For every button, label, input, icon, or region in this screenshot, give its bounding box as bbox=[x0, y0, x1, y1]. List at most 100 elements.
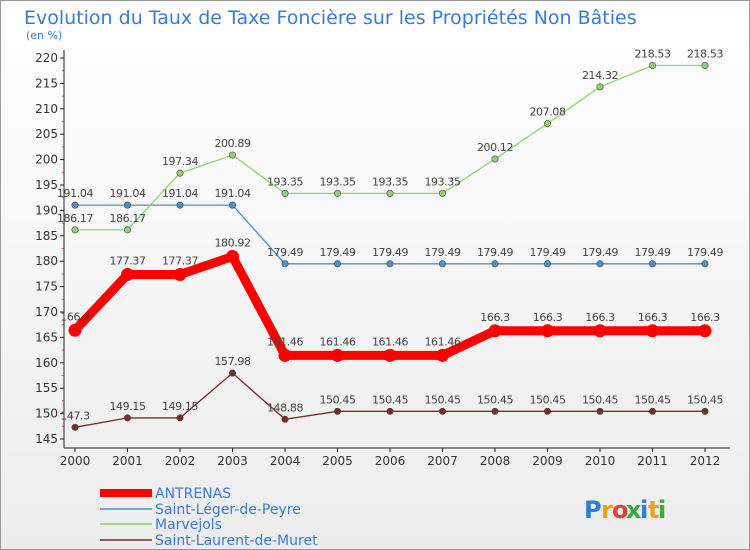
data-label: 177.37 bbox=[109, 255, 145, 268]
y-tick-label: 170 bbox=[35, 305, 58, 319]
data-point bbox=[438, 260, 446, 268]
y-tick-label: 155 bbox=[35, 381, 58, 395]
x-tick-label: 2010 bbox=[585, 454, 616, 468]
x-tick-label: 2002 bbox=[165, 454, 196, 468]
data-label: 179.49 bbox=[477, 246, 513, 259]
y-tick-label: 190 bbox=[35, 203, 58, 217]
y-tick-label: 185 bbox=[35, 229, 58, 243]
data-point bbox=[648, 407, 656, 415]
logo-letter: i bbox=[658, 496, 666, 524]
data-label: 191.04 bbox=[109, 187, 145, 200]
data-label: 161.46 bbox=[319, 335, 355, 348]
data-point bbox=[386, 189, 394, 197]
data-point bbox=[701, 61, 709, 69]
data-label: 166.3 bbox=[585, 311, 615, 324]
data-point bbox=[701, 407, 709, 415]
data-label: 191.04 bbox=[214, 187, 250, 200]
data-point bbox=[438, 189, 446, 197]
data-point bbox=[438, 407, 446, 415]
data-label: 161.46 bbox=[372, 335, 408, 348]
legend-layer: ANTRENASSaint-Léger-de-PeyreMarvejolsSai… bbox=[100, 486, 318, 549]
data-point bbox=[491, 155, 499, 163]
data-label: 207.08 bbox=[529, 106, 565, 119]
data-point bbox=[229, 369, 237, 377]
data-label: 148.88 bbox=[267, 401, 303, 414]
data-label: 186.17 bbox=[109, 212, 145, 225]
data-point bbox=[648, 61, 656, 69]
series-layer: 191.04 191.04 191.04 191.04 179.49 179.49 179.… bbox=[57, 47, 724, 431]
data-label: 179.49 bbox=[267, 246, 303, 259]
data-label: 214.32 bbox=[582, 69, 618, 82]
data-point bbox=[229, 151, 237, 159]
x-tick-label: 2000 bbox=[60, 454, 91, 468]
data-label: 150.45 bbox=[372, 393, 408, 406]
x-tick-label: 2011 bbox=[637, 454, 668, 468]
y-tick-label: 150 bbox=[35, 407, 58, 421]
data-point bbox=[278, 348, 292, 362]
y-tick-label: 165 bbox=[35, 330, 58, 344]
axes-layer: 145 150 155 160 165 170 175 180 185 190 195 200 205 2… bbox=[35, 50, 730, 468]
x-tick-label: 2008 bbox=[480, 454, 511, 468]
data-point bbox=[386, 260, 394, 268]
data-point bbox=[71, 423, 79, 431]
data-label: 157.98 bbox=[214, 355, 250, 368]
chart-title: Evolution du Taux de Taxe Foncière sur l… bbox=[24, 7, 637, 29]
data-point bbox=[229, 201, 237, 209]
data-point bbox=[436, 348, 449, 362]
logo-letter: o bbox=[612, 496, 629, 524]
data-point bbox=[701, 260, 709, 268]
data-point bbox=[124, 201, 132, 209]
data-point bbox=[491, 407, 499, 415]
data-label: 193.35 bbox=[372, 175, 408, 188]
y-tick-label: 145 bbox=[35, 432, 58, 446]
x-tick-label: 2001 bbox=[112, 454, 143, 468]
data-label: 150.45 bbox=[477, 393, 513, 406]
logo-letter: i bbox=[640, 496, 648, 524]
data-label: 177.37 bbox=[162, 255, 198, 268]
data-label: 218.53 bbox=[634, 47, 670, 60]
data-label: 193.35 bbox=[424, 175, 460, 188]
data-label: 180.92 bbox=[214, 237, 250, 250]
logo-letter: P bbox=[584, 496, 602, 524]
data-point bbox=[176, 414, 184, 422]
data-point bbox=[488, 324, 502, 338]
logo-letter: x bbox=[626, 496, 642, 524]
data-point bbox=[596, 260, 604, 268]
data-label: 179.49 bbox=[582, 246, 618, 259]
y-tick-label: 210 bbox=[35, 102, 58, 116]
data-label: 166.3 bbox=[533, 311, 563, 324]
data-label: 179.49 bbox=[319, 246, 355, 259]
logo-letter: t bbox=[648, 496, 659, 524]
data-point bbox=[541, 324, 554, 338]
x-tick-label: 2003 bbox=[217, 454, 248, 468]
data-point bbox=[331, 348, 344, 362]
data-point bbox=[543, 260, 551, 268]
data-label: 186.17 bbox=[57, 212, 93, 225]
logo-letter: r bbox=[601, 496, 613, 524]
data-label: 161.46 bbox=[424, 335, 460, 348]
data-label: 150.45 bbox=[582, 393, 618, 406]
data-label: 147.3 bbox=[60, 409, 90, 422]
data-point bbox=[333, 189, 341, 197]
data-label: 179.49 bbox=[634, 246, 670, 259]
data-label: 150.45 bbox=[687, 393, 723, 406]
data-point bbox=[596, 407, 604, 415]
data-point bbox=[71, 201, 79, 209]
data-point bbox=[281, 189, 289, 197]
data-point bbox=[124, 414, 132, 422]
data-point bbox=[71, 226, 79, 234]
data-point bbox=[383, 348, 397, 362]
x-tick-label: 2012 bbox=[690, 454, 721, 468]
data-label: 197.34 bbox=[162, 155, 198, 168]
y-tick-label: 215 bbox=[35, 76, 58, 90]
y-tick-label: 220 bbox=[35, 51, 58, 65]
data-point bbox=[596, 83, 604, 91]
data-label: 166.3 bbox=[690, 311, 720, 324]
x-tick-label: 2004 bbox=[270, 454, 301, 468]
data-label: 193.35 bbox=[319, 175, 355, 188]
data-label: 166.3 bbox=[638, 311, 668, 324]
chart-subtitle: (en %) bbox=[26, 29, 62, 42]
